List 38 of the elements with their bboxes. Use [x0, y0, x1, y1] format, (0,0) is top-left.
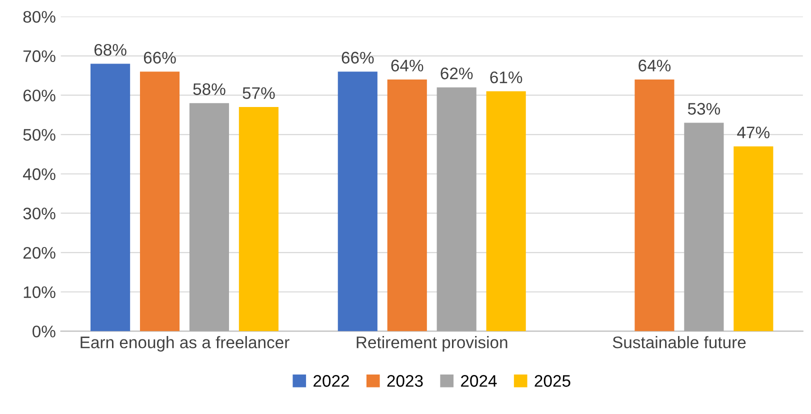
data-label: 53% — [688, 102, 720, 115]
data-label: 61% — [490, 71, 522, 84]
legend-label: 2025 — [534, 375, 570, 387]
data-label: 66% — [342, 52, 374, 64]
y-tick-label: 60% — [23, 90, 56, 102]
bar — [90, 64, 130, 332]
data-label: 58% — [193, 83, 226, 96]
bar — [189, 103, 230, 332]
bar — [238, 107, 278, 332]
bar — [486, 91, 526, 332]
data-label: 62% — [440, 68, 473, 80]
bar — [436, 87, 476, 332]
y-tick-label: 70% — [23, 50, 56, 62]
legend-label: 2024 — [461, 375, 497, 387]
bar — [684, 122, 724, 332]
y-tick-label: 0% — [32, 326, 56, 338]
x-tick-label: Earn enough as a freelancer — [80, 336, 290, 352]
y-tick-label: 20% — [23, 246, 56, 259]
x-tick-label: Retirement provision — [356, 336, 508, 352]
x-tick-label: Sustainable future — [612, 336, 746, 348]
y-tick-label: 10% — [24, 286, 56, 298]
bar — [338, 72, 378, 332]
bar — [140, 72, 180, 332]
y-tick-label: 30% — [23, 208, 56, 220]
data-label: 66% — [144, 52, 176, 64]
data-label: 64% — [638, 60, 671, 72]
data-label: 57% — [242, 87, 275, 100]
bar — [387, 79, 427, 332]
legend-label: 2022 — [314, 375, 349, 387]
bar — [734, 146, 774, 332]
y-tick-label: 80% — [23, 10, 56, 23]
y-tick-label: 40% — [22, 168, 56, 180]
data-label: 68% — [94, 44, 126, 56]
data-label: 47% — [737, 126, 770, 138]
y-tick-label: 50% — [23, 128, 56, 141]
data-label: 64% — [391, 60, 424, 72]
bar — [634, 79, 674, 332]
legend-label: 2023 — [387, 375, 423, 387]
